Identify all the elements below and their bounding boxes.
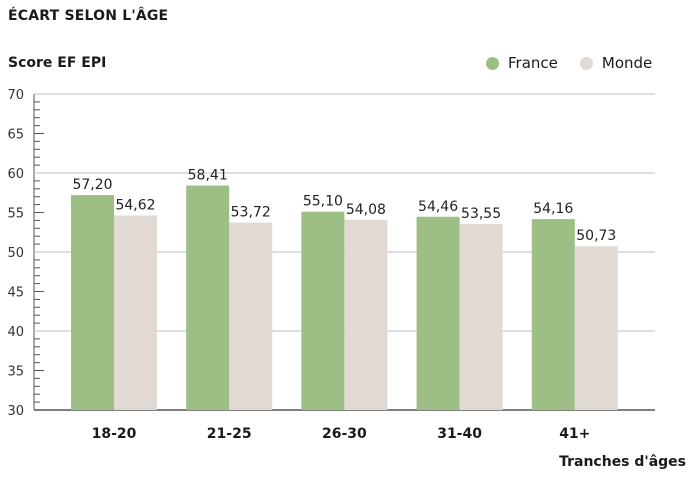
data-label-monde: 54,08: [346, 202, 386, 218]
x-tick-label: 31-40: [437, 426, 482, 442]
y-tick-label: 35: [7, 365, 24, 380]
data-label-france: 54,46: [418, 199, 458, 215]
x-tick-label: 26-30: [322, 426, 367, 442]
legend-label-france: France: [508, 54, 558, 72]
legend-swatch-france: [486, 56, 499, 70]
chart-title: ÉCART SELON L'ÂGE: [8, 8, 169, 24]
bar-monde: [229, 222, 273, 410]
x-tick-label: 18-20: [92, 426, 137, 442]
y-tick-label: 40: [7, 325, 24, 340]
y-tick-label: 30: [7, 404, 24, 419]
data-label-monde: 54,62: [115, 198, 155, 214]
x-tick-label: 41+: [559, 426, 590, 442]
legend: France Monde: [486, 54, 652, 72]
bar-monde: [344, 219, 388, 410]
y-axis-label: Score EF EPI: [8, 55, 107, 71]
bar-monde: [459, 223, 503, 410]
bar-france: [531, 219, 575, 410]
y-tick-label: 45: [7, 286, 24, 301]
bar-monde: [114, 215, 157, 410]
data-label-france: 55,10: [303, 194, 343, 210]
y-tick-label: 70: [7, 88, 24, 103]
bar-france: [416, 216, 460, 410]
bar-france: [71, 195, 114, 410]
data-label-monde: 53,72: [231, 205, 271, 221]
y-tick-label: 50: [7, 246, 24, 261]
bar-france: [186, 185, 230, 410]
data-label-france: 57,20: [72, 177, 112, 193]
data-label-france: 54,16: [533, 201, 573, 217]
legend-swatch-monde: [579, 56, 593, 70]
y-tick-label: 60: [7, 167, 24, 182]
y-tick-label: 65: [7, 128, 24, 143]
legend-item-france: France: [486, 54, 558, 72]
x-tick-label: 21-25: [207, 426, 252, 442]
legend-item-monde: Monde: [579, 54, 653, 72]
y-tick-label: 55: [7, 207, 24, 222]
bar-monde: [574, 246, 618, 410]
x-axis-label: Tranches d'âges: [559, 454, 686, 470]
bar-france: [301, 211, 345, 410]
data-label-monde: 53,55: [461, 206, 501, 222]
data-label-monde: 50,73: [576, 228, 616, 244]
data-label-france: 58,41: [188, 168, 228, 184]
legend-label-monde: Monde: [601, 54, 653, 72]
